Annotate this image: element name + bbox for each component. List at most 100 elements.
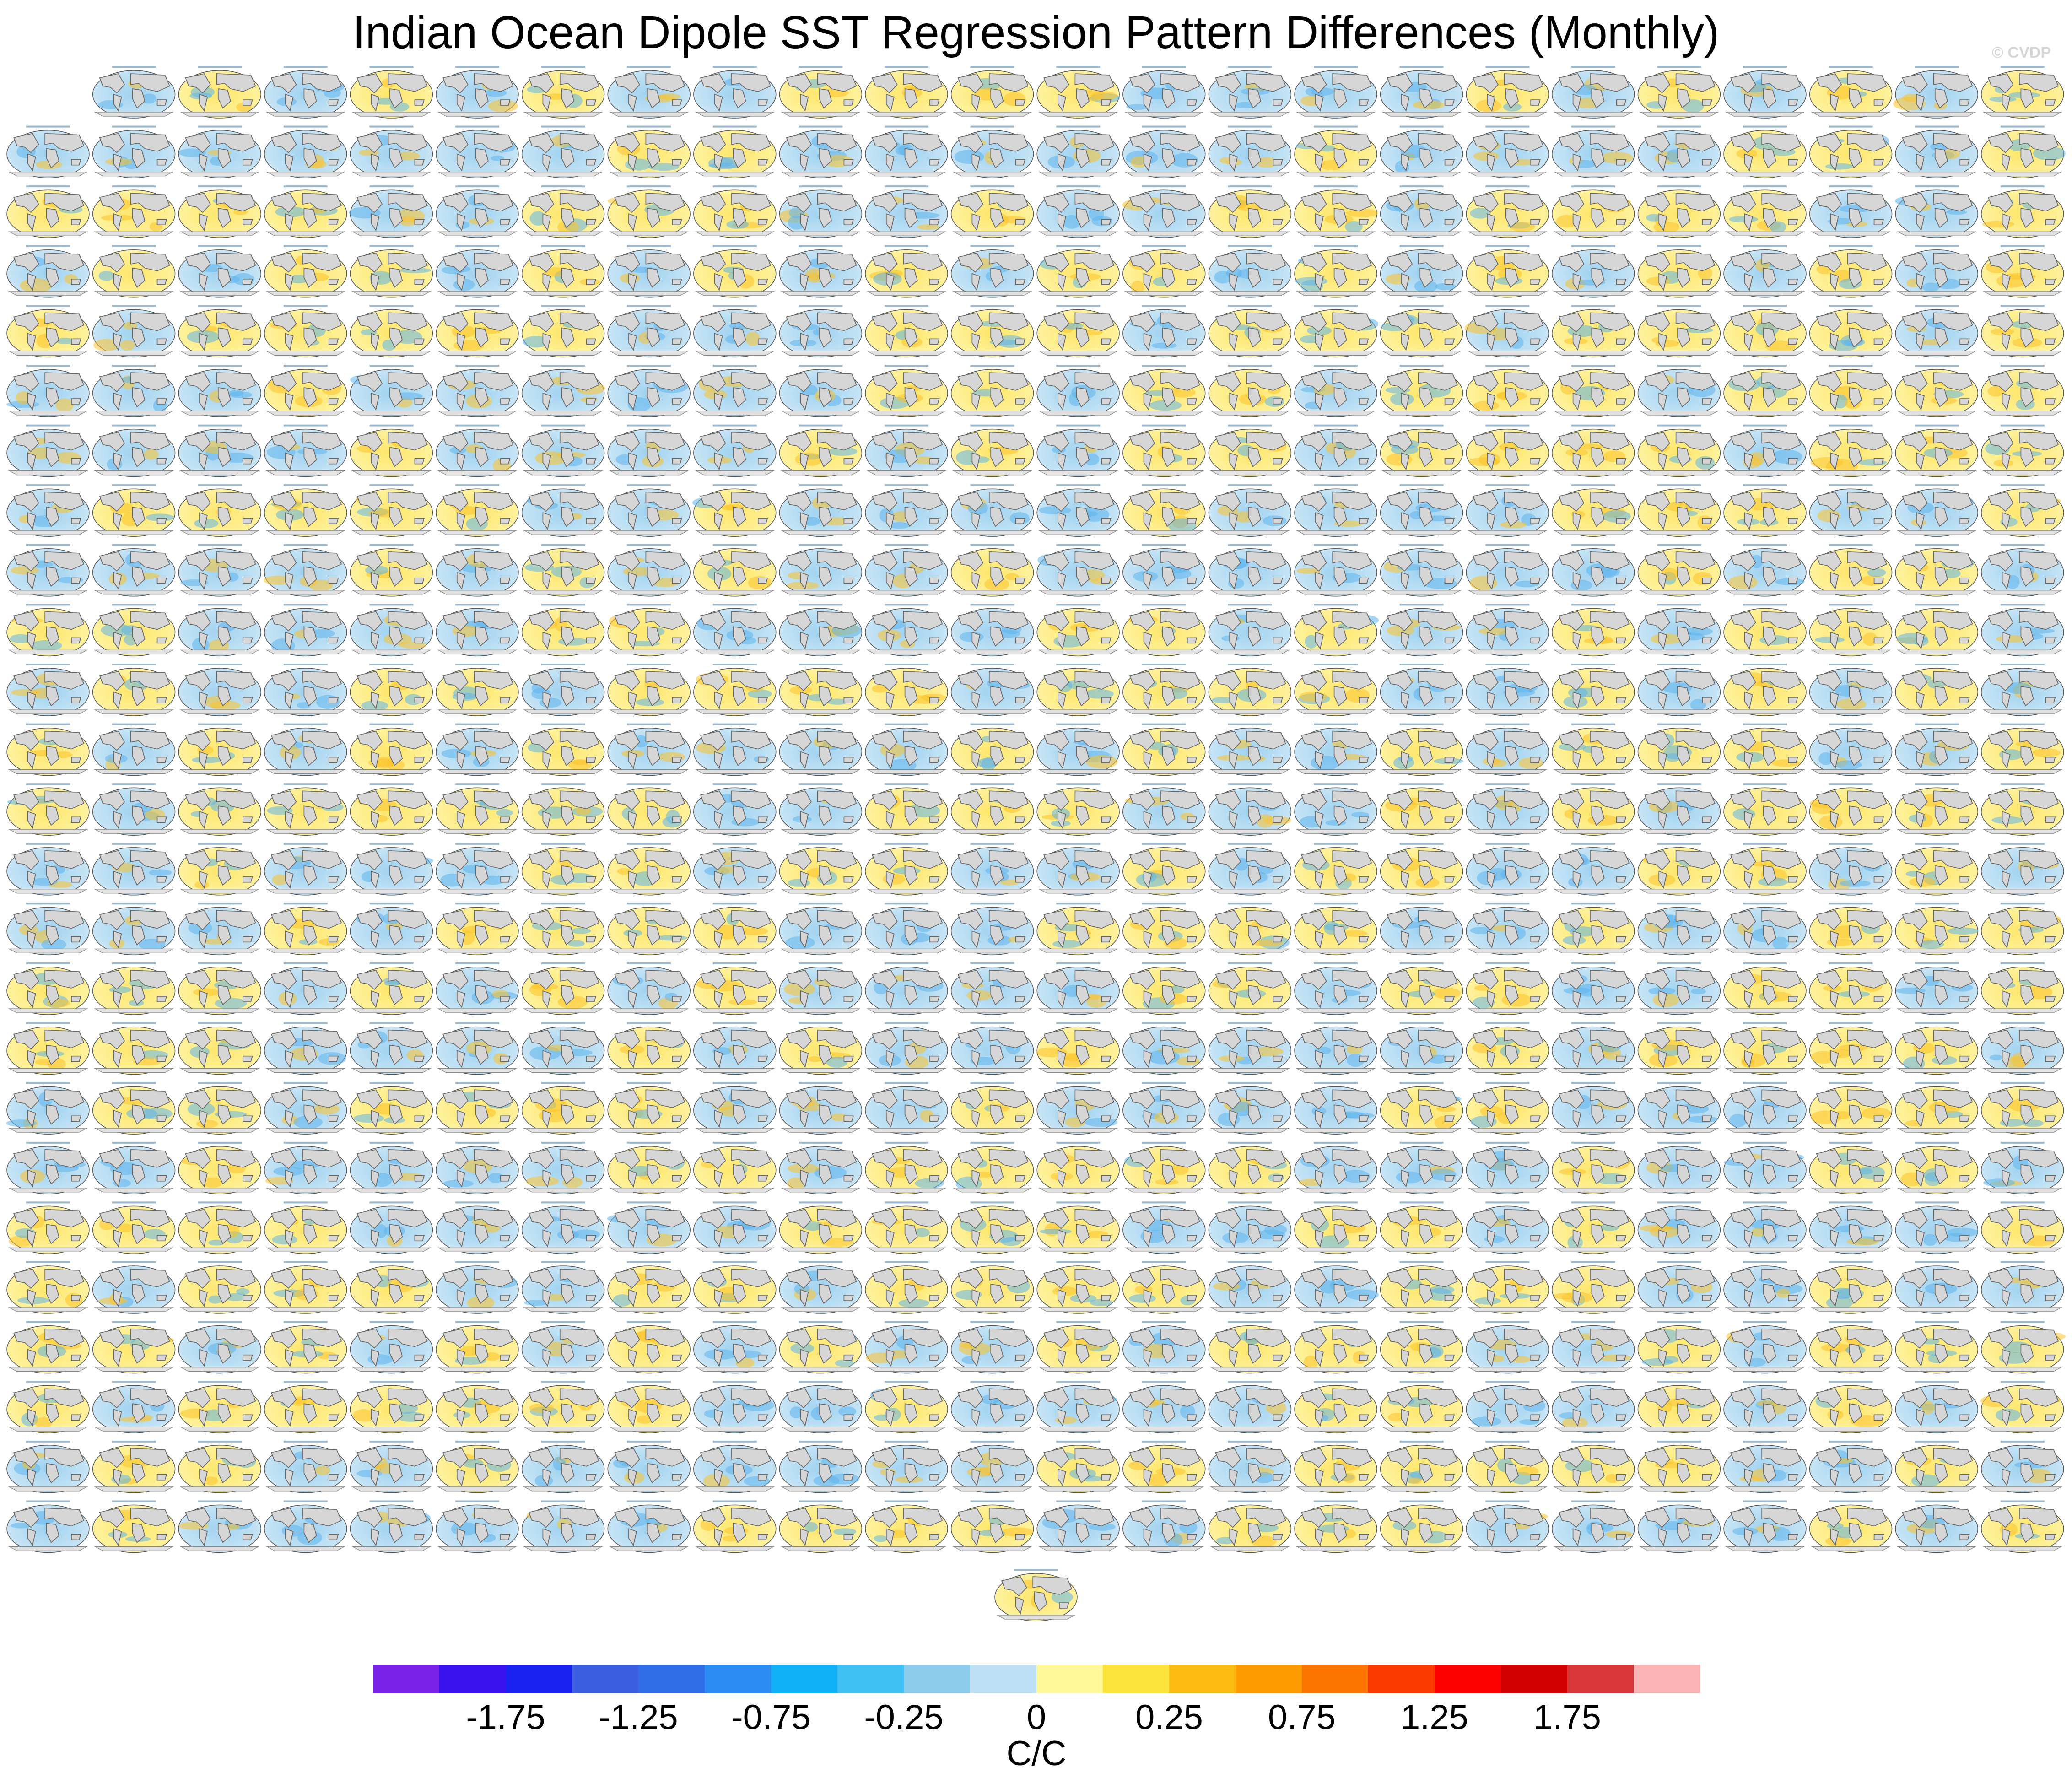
map-panel [607, 1381, 691, 1433]
colorbar-swatch [1169, 1665, 1236, 1693]
map-panel [607, 1321, 691, 1374]
map-panel [1981, 185, 2064, 238]
map-panel [1380, 783, 1463, 836]
map-panel [1552, 1082, 1635, 1135]
map-panel [1466, 1381, 1549, 1433]
map-panel [1380, 723, 1463, 776]
map-panel [521, 783, 605, 836]
map-panel [1637, 604, 1721, 657]
map-panel [779, 604, 863, 657]
map-panel [436, 783, 519, 836]
map-panel [264, 604, 347, 657]
map-panel [350, 305, 433, 358]
map-panel [1036, 544, 1120, 597]
map-panel [436, 424, 519, 477]
map-panel [1895, 962, 1978, 1015]
map-panel [1036, 185, 1120, 238]
map-panel [1637, 1022, 1721, 1075]
map-panel [92, 1141, 176, 1194]
map-panel [1723, 604, 1807, 657]
map-panel [1380, 484, 1463, 537]
map-panel [865, 783, 948, 836]
map-panel [865, 604, 948, 657]
map-panel [607, 1022, 691, 1075]
map-panel [521, 1321, 605, 1374]
map-panel [1294, 1022, 1377, 1075]
map-panel [92, 1261, 176, 1314]
map-panel [1981, 245, 2064, 298]
map-panel [92, 484, 176, 537]
map-panel [865, 664, 948, 716]
colorbar-swatch [1567, 1665, 1634, 1693]
map-panel [1895, 723, 1978, 776]
map-panel [779, 903, 863, 956]
map-panel [436, 962, 519, 1015]
map-panel [1723, 1201, 1807, 1254]
map-panel [6, 185, 90, 238]
map-panel [264, 962, 347, 1015]
map-panel [178, 1022, 261, 1075]
map-panel [865, 305, 948, 358]
map-panel [350, 424, 433, 477]
map-panel [521, 1500, 605, 1553]
map-panel [1552, 723, 1635, 776]
map-panel [178, 1141, 261, 1194]
map-panel [1809, 723, 1893, 776]
map-panel [1552, 1022, 1635, 1075]
map-panel [1637, 544, 1721, 597]
map-panel [1637, 903, 1721, 956]
map-panel [1122, 1321, 1206, 1374]
map-panel [1895, 1022, 1978, 1075]
map-panel [950, 664, 1034, 716]
map-panel [178, 962, 261, 1015]
map-panel [521, 305, 605, 358]
map-panel [264, 1141, 347, 1194]
map-panel [436, 245, 519, 298]
map-panel [779, 245, 863, 298]
map-panel [779, 1141, 863, 1194]
map-panel [950, 1082, 1034, 1135]
map-panel [1809, 1022, 1893, 1075]
colorbar-swatch [1501, 1665, 1568, 1693]
map-panel [1466, 1440, 1549, 1493]
map-panel [950, 1141, 1034, 1194]
map-panel [779, 1261, 863, 1314]
map-panel [350, 664, 433, 716]
map-panel [521, 1440, 605, 1493]
map-panel [1723, 185, 1807, 238]
map-panel [607, 245, 691, 298]
map-panel [92, 305, 176, 358]
map-panel [950, 365, 1034, 417]
map-panel [521, 1201, 605, 1254]
map-panel [92, 604, 176, 657]
map-panel [264, 484, 347, 537]
map-panel [1294, 424, 1377, 477]
map-panel [6, 783, 90, 836]
map-panel [950, 962, 1034, 1015]
map-panel [1552, 424, 1635, 477]
map-panel [693, 544, 777, 597]
map-panel [950, 1440, 1034, 1493]
map-panel [1637, 1261, 1721, 1314]
map-panel [1208, 125, 1292, 178]
map-panel [1809, 245, 1893, 298]
map-panel [178, 664, 261, 716]
map-panel [693, 1201, 777, 1254]
map-panel [607, 66, 691, 119]
map-panel [693, 962, 777, 1015]
map-panel [1895, 1141, 1978, 1194]
map-panel [1122, 1381, 1206, 1433]
map-panel [1380, 1141, 1463, 1194]
map-panel [350, 1082, 433, 1135]
map-panel [1466, 783, 1549, 836]
map-panel [1208, 903, 1292, 956]
map-panel [6, 1381, 90, 1433]
map-panel [1981, 1261, 2064, 1314]
map-panel [178, 305, 261, 358]
map-panel [1466, 1082, 1549, 1135]
map-panel [6, 245, 90, 298]
map-panel [436, 1201, 519, 1254]
map-panel [865, 365, 948, 417]
map-panel [178, 66, 261, 119]
map-panel [1036, 424, 1120, 477]
